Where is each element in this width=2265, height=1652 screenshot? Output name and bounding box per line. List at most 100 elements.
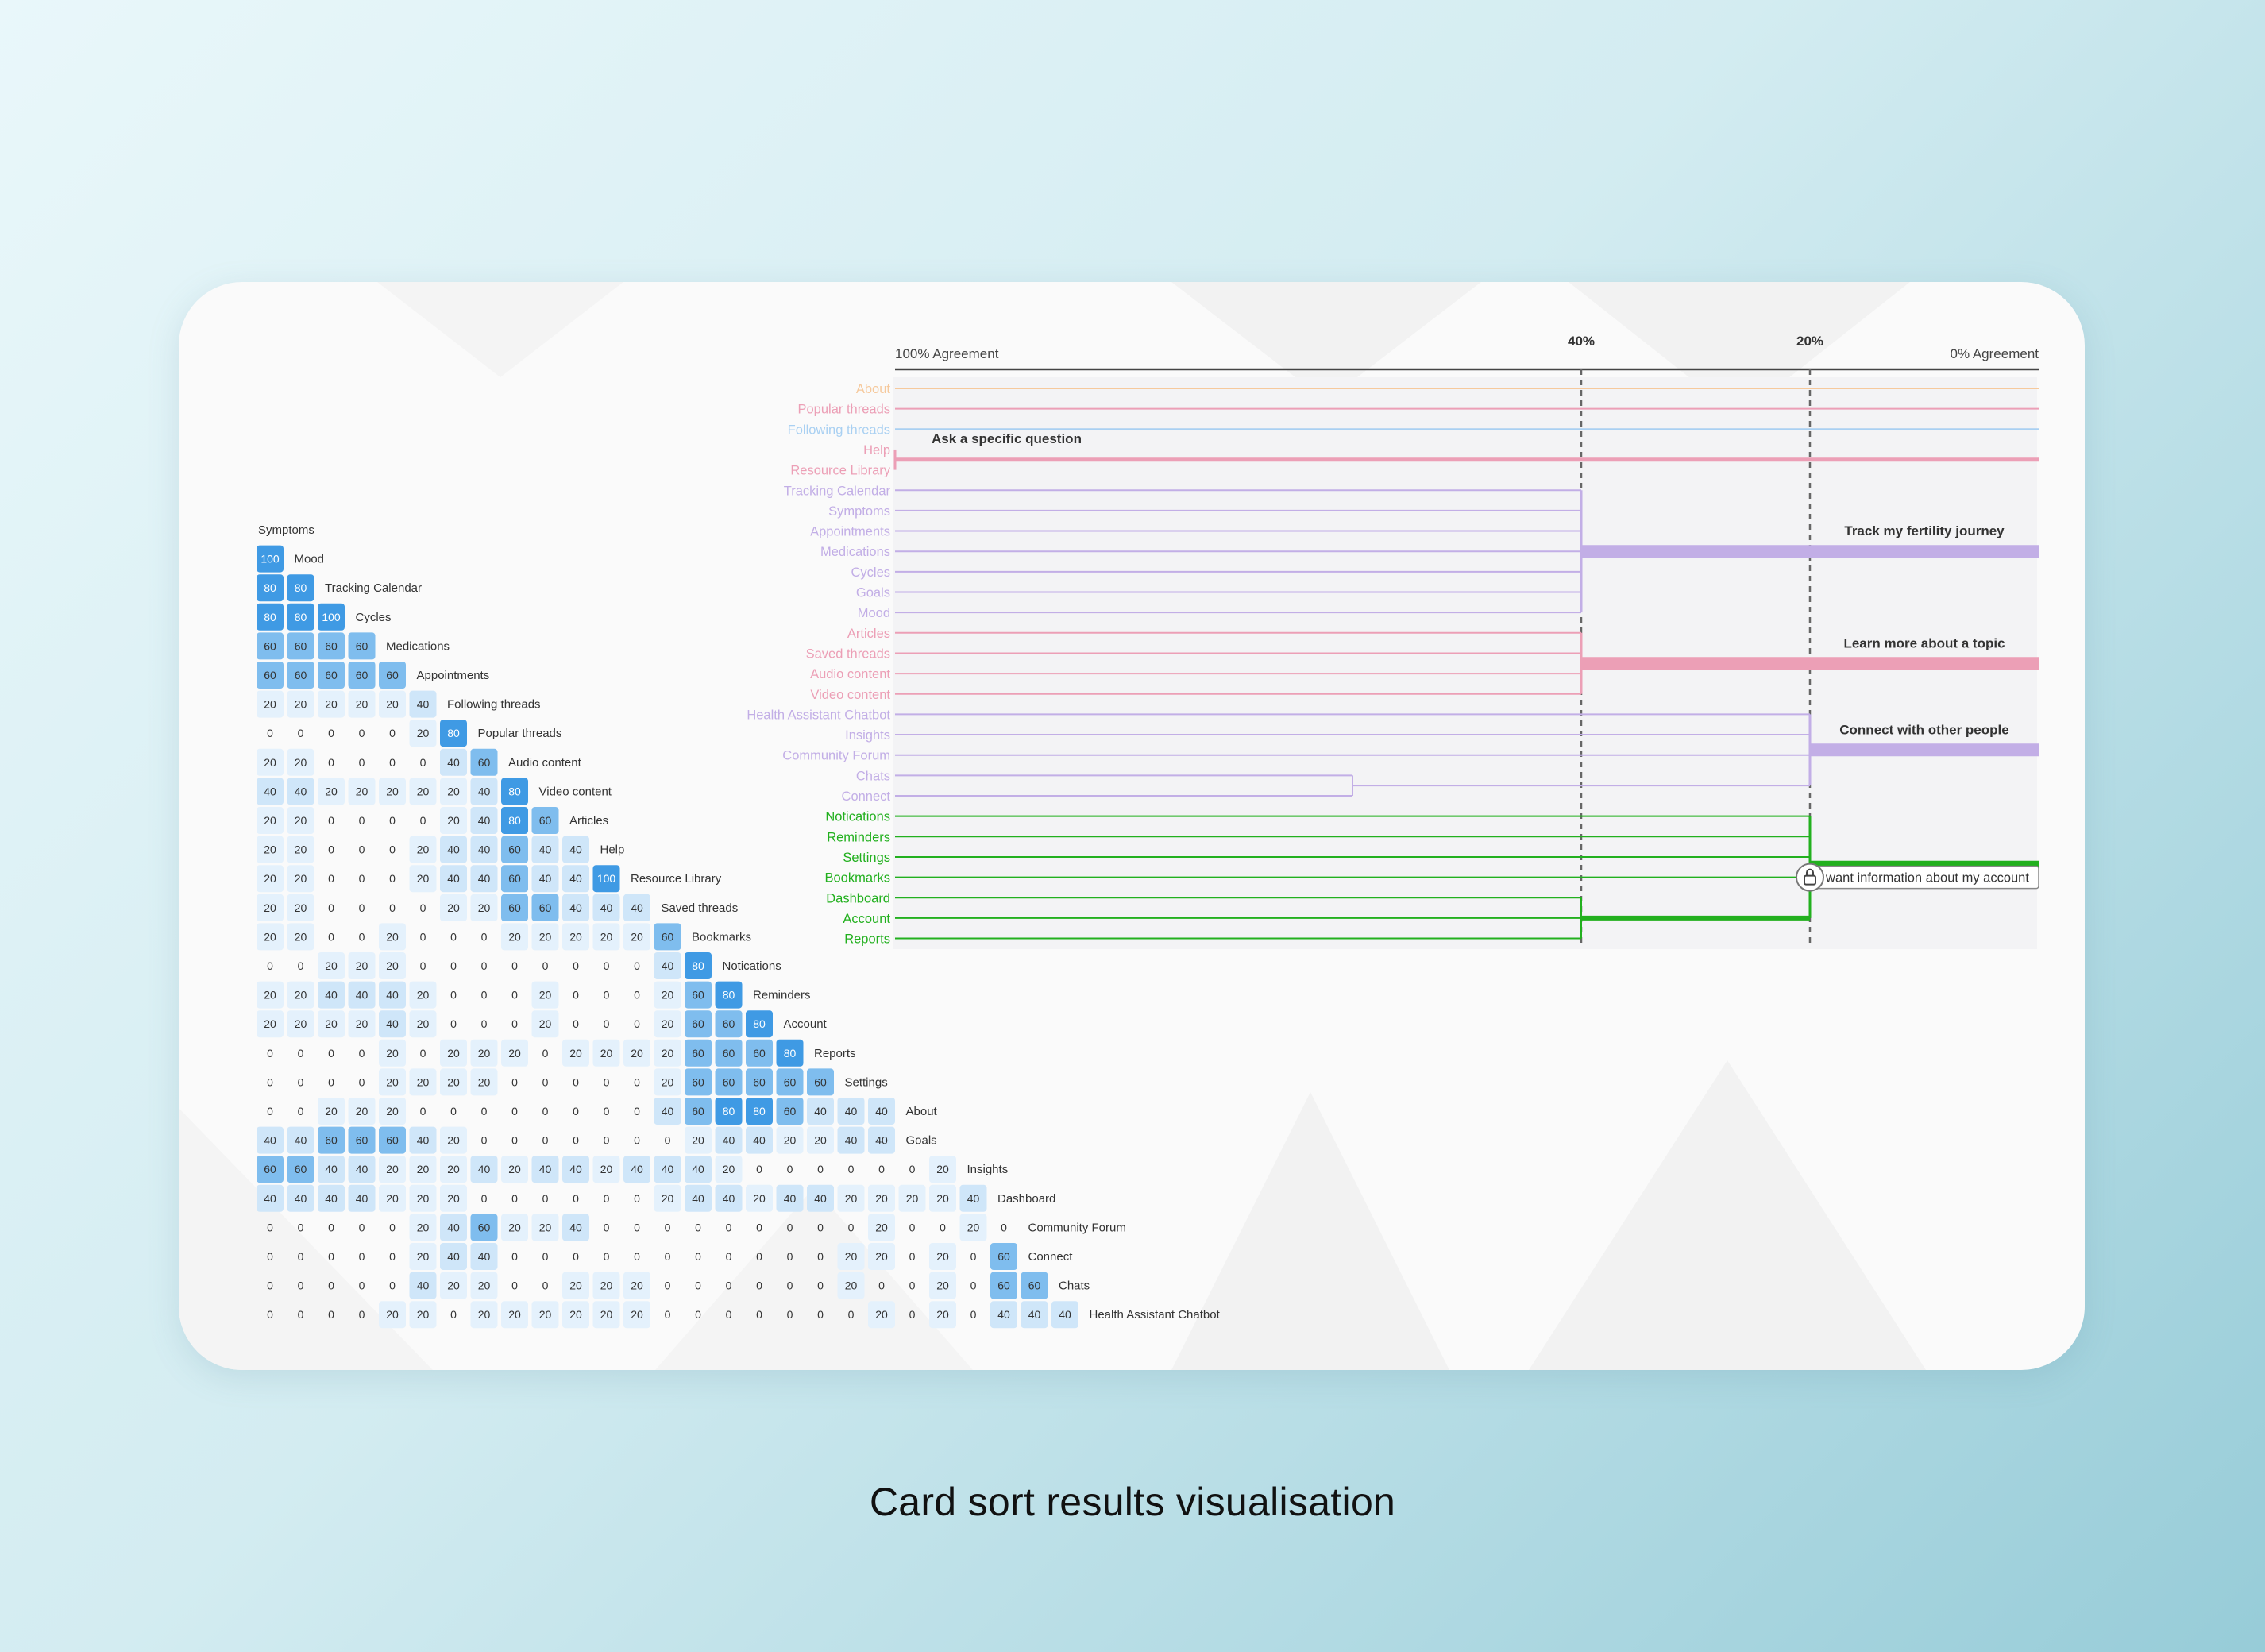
matrix-cell	[746, 1098, 773, 1125]
matrix-cell	[959, 1214, 987, 1241]
matrix-value: 20	[417, 1163, 430, 1175]
matrix-value: 40	[295, 1134, 307, 1147]
matrix-cell	[1021, 1301, 1048, 1329]
matrix-cell	[746, 1068, 773, 1096]
matrix-cell	[776, 1184, 804, 1212]
leaf-label: Health Assistant Chatbot	[747, 708, 890, 722]
matrix-value: 0	[359, 901, 365, 914]
matrix-cell	[379, 981, 406, 1009]
visualisation-card: 100% Agreement 0% Agreement 40% 20% About Pop…	[179, 282, 2085, 1370]
matrix-value: 40	[417, 698, 430, 711]
matrix-cell	[592, 1301, 620, 1329]
matrix-value: 0	[695, 1250, 701, 1263]
matrix-value: 40	[295, 785, 307, 797]
matrix-value: 40	[447, 872, 460, 885]
matrix-cell	[318, 1098, 345, 1125]
matrix-value: 80	[508, 785, 521, 797]
matrix-cell	[318, 952, 345, 979]
matrix-value: 20	[386, 785, 399, 797]
matrix-label: Resource Library	[631, 872, 722, 886]
matrix-value: 40	[662, 1105, 674, 1117]
leaf-label: Cycles	[851, 565, 890, 580]
matrix-label: About	[906, 1105, 938, 1118]
matrix-value: 0	[817, 1308, 824, 1321]
matrix-value: 0	[542, 1134, 549, 1147]
matrix-cell	[531, 1301, 559, 1329]
matrix-value: 0	[756, 1221, 762, 1233]
matrix-value: 20	[539, 1017, 552, 1030]
matrix-label: Video content	[539, 785, 612, 798]
matrix-value: 40	[386, 989, 399, 1002]
matrix-value: 20	[600, 1163, 613, 1175]
matrix-cell	[470, 865, 498, 893]
matrix-value: 20	[417, 1017, 430, 1030]
matrix-value: 20	[692, 1134, 704, 1147]
matrix-cell	[287, 662, 314, 689]
matrix-cell	[531, 1010, 559, 1038]
matrix-value: 0	[542, 959, 549, 972]
axis-left-label: 100% Agreement	[895, 346, 999, 361]
leaf-label: Reminders	[827, 830, 890, 844]
leaf-label: Resource Library	[790, 464, 890, 478]
leaf-label: Community Forum	[782, 749, 890, 763]
matrix-value: 0	[634, 1017, 640, 1030]
matrix-value: 60	[508, 872, 521, 885]
matrix-cell	[348, 981, 376, 1009]
matrix-cell	[685, 1098, 712, 1125]
matrix-value: 0	[298, 1280, 304, 1292]
matrix-value: 20	[875, 1308, 888, 1321]
matrix-value: 40	[478, 785, 491, 797]
matrix-value: 20	[386, 1047, 399, 1060]
matrix-cell	[990, 1243, 1017, 1270]
matrix-cell	[318, 1126, 345, 1154]
matrix-cell	[623, 1272, 650, 1299]
matrix-cell	[715, 1156, 743, 1183]
matrix-cell	[318, 690, 345, 718]
matrix-cell	[807, 1126, 834, 1154]
matrix-value: 0	[604, 1221, 610, 1233]
matrix-value: 0	[573, 1192, 579, 1205]
matrix-value: 20	[264, 698, 276, 711]
matrix-cell	[868, 1301, 895, 1329]
matrix-value: 20	[936, 1192, 949, 1205]
matrix-cell	[1021, 1272, 1048, 1299]
matrix-cell	[776, 1126, 804, 1154]
leaf-label: Mood	[858, 606, 890, 620]
matrix-value: 0	[420, 901, 426, 914]
matrix-label: Reports	[814, 1047, 856, 1060]
leaf-label: Goals	[856, 586, 890, 600]
matrix-label: Appointments	[417, 669, 490, 682]
matrix-cell	[501, 923, 528, 951]
matrix-value: 0	[481, 959, 488, 972]
matrix-value: 40	[539, 872, 552, 885]
matrix-cell	[776, 1039, 804, 1067]
matrix-value: 0	[359, 756, 365, 769]
matrix-value: 60	[539, 814, 552, 827]
matrix-value: 0	[267, 1250, 273, 1263]
matrix-cell	[409, 865, 437, 893]
matrix-cell	[470, 894, 498, 921]
matrix-cell	[501, 1301, 528, 1329]
matrix-value: 20	[631, 1308, 643, 1321]
matrix-value: 0	[328, 1075, 334, 1088]
matrix-value: 100	[597, 872, 616, 885]
matrix-cell	[715, 1184, 743, 1212]
matrix-value: 20	[814, 1134, 827, 1147]
matrix-value: 40	[967, 1192, 980, 1205]
matrix-value: 80	[753, 1017, 766, 1030]
matrix-value: 100	[322, 611, 341, 623]
matrix-value: 20	[936, 1163, 949, 1175]
matrix-cell	[837, 1243, 865, 1270]
matrix-cell	[409, 1068, 437, 1096]
matrix-value: 20	[631, 930, 643, 943]
matrix-cell	[257, 632, 284, 660]
matrix-cell	[440, 778, 467, 805]
matrix-cell	[592, 1156, 620, 1183]
matrix-cell	[440, 1214, 467, 1241]
matrix-cell	[257, 1010, 284, 1038]
matrix-label: Notications	[723, 959, 781, 973]
axis-right-label: 0% Agreement	[1950, 346, 2039, 361]
matrix-value: 0	[787, 1221, 793, 1233]
matrix-value: 0	[328, 727, 334, 739]
matrix-value: 40	[845, 1105, 858, 1117]
